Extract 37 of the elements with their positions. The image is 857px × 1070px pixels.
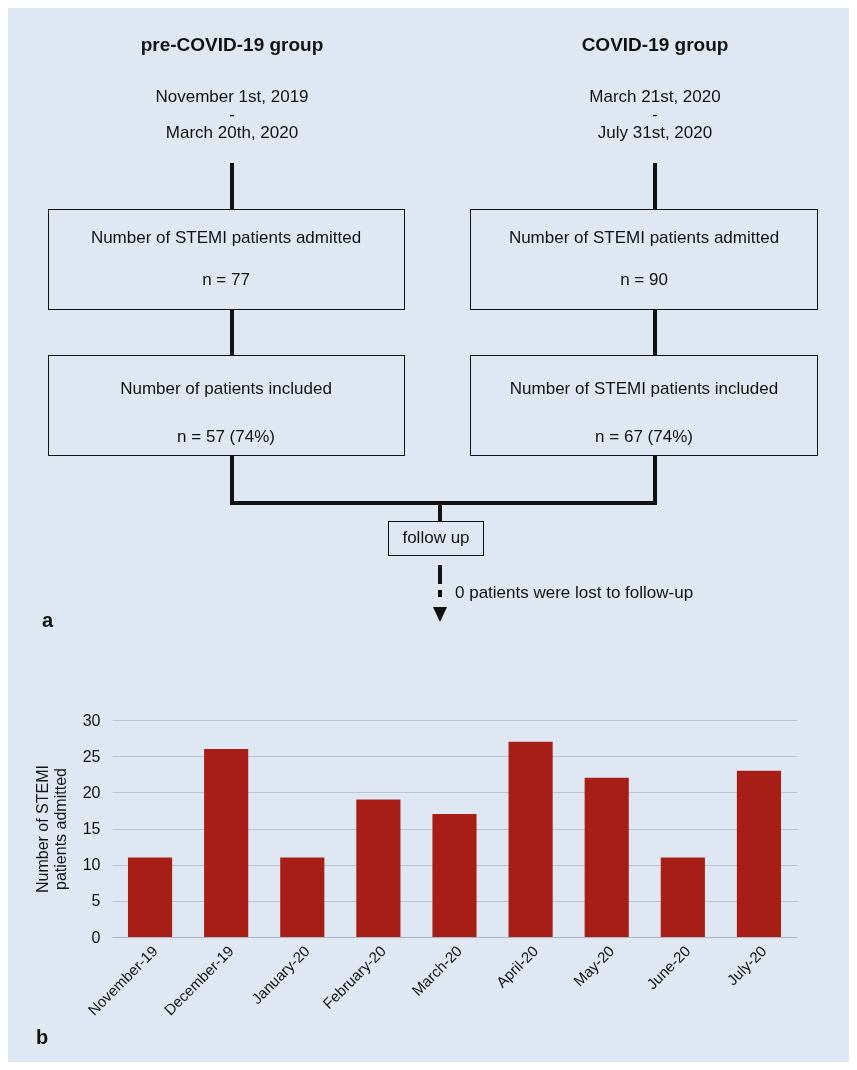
y-tick-label: 25 [82,747,101,765]
text: November 1st, 2019 [155,87,309,107]
bar [204,748,249,937]
bar [127,857,173,937]
text: n = 90 [620,270,668,290]
text: Number of STEMI patients admitted [508,228,780,248]
text: n = 57 (74%) [177,427,275,447]
bar [508,741,553,937]
y-tick-label: 0 [91,928,101,946]
text: COVID-19 group [581,34,729,56]
text: March 21st, 2020 [589,87,721,107]
text: b [36,1025,49,1049]
text: Number of STEMI patients included [509,379,779,399]
text: a [42,608,54,632]
text: - [652,105,658,125]
bar [432,814,477,937]
text: Number of patients included [120,379,332,399]
text: pre-COVID-19 group [140,34,324,56]
bar [660,857,705,937]
text: n = 77 [202,270,250,290]
y-axis-title: Number of STEMI patients admitted [33,764,69,894]
text: March 20th, 2020 [165,123,299,143]
text: July 31st, 2020 [597,123,713,143]
bar [356,799,401,937]
text: n = 67 (74%) [595,427,693,447]
y-tick-label: 10 [82,856,101,874]
text: 0 patients were lost to follow-up [455,583,694,603]
text: follow up [402,528,470,548]
bar [584,777,629,937]
text: - [229,105,235,125]
y-tick-label: 5 [91,892,101,910]
y-tick-label: 20 [82,783,101,801]
bar [736,770,782,937]
y-tick-label: 15 [82,820,101,837]
bar [280,857,325,937]
y-tick-label: 30 [82,711,101,729]
text: Number of STEMI patients admitted [90,228,362,248]
